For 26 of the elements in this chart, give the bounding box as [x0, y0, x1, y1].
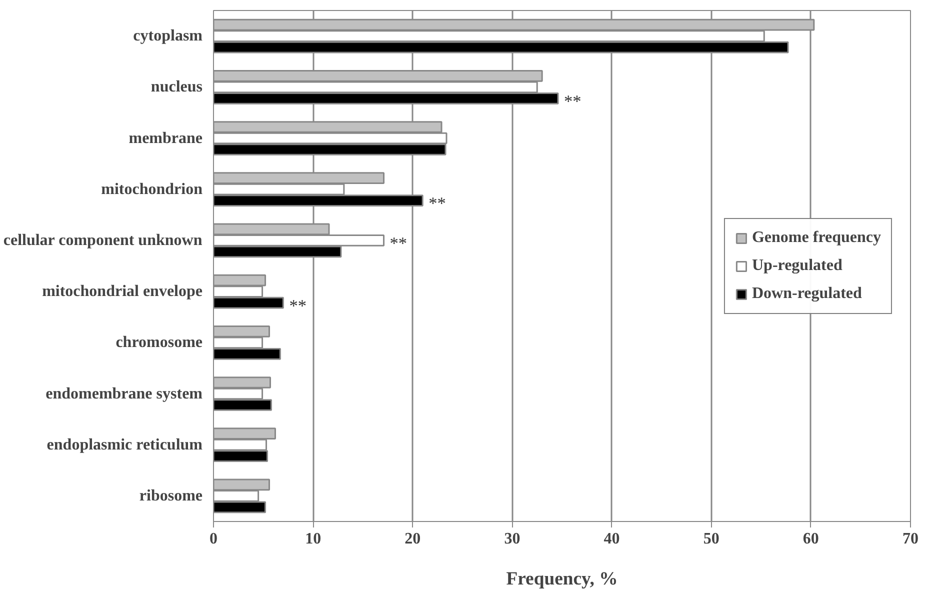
y-tick-label: endoplasmic reticulum	[46, 436, 204, 454]
y-tick-label: ribosome	[139, 487, 203, 504]
data-label: **	[390, 234, 408, 253]
data-label: **	[564, 92, 582, 111]
x-tick-label: 50	[703, 530, 720, 548]
x-tick-label: 0	[210, 530, 218, 548]
x-tick-label: 60	[802, 530, 819, 548]
y-tick-label: cellular component unknown	[3, 232, 202, 249]
legend-label: Down-regulated	[752, 284, 862, 302]
y-tick-label: cytoplasm	[133, 28, 204, 45]
data-label: **	[289, 296, 307, 316]
data-label: **	[428, 194, 446, 214]
x-tick-label: 20	[404, 530, 421, 548]
legend-label: Up-regulated	[752, 256, 842, 274]
y-tick-label: nucleus	[150, 78, 203, 96]
x-tick-label: 40	[604, 530, 620, 548]
x-tick-label: 10	[305, 530, 322, 548]
y-tick-label: mitochondrial envelope	[42, 283, 202, 300]
y-tick-label: endomembrane system	[46, 385, 204, 402]
y-tick-label: membrane	[128, 130, 203, 147]
y-tick-label: mitochondrion	[101, 180, 203, 198]
x-axis-title: Frequency, %	[506, 568, 618, 590]
x-tick-label: 30	[504, 530, 520, 548]
y-tick-label: chromosome	[116, 334, 202, 352]
x-tick-label: 70	[902, 530, 918, 548]
legend-label: Genome frequency	[752, 228, 881, 246]
